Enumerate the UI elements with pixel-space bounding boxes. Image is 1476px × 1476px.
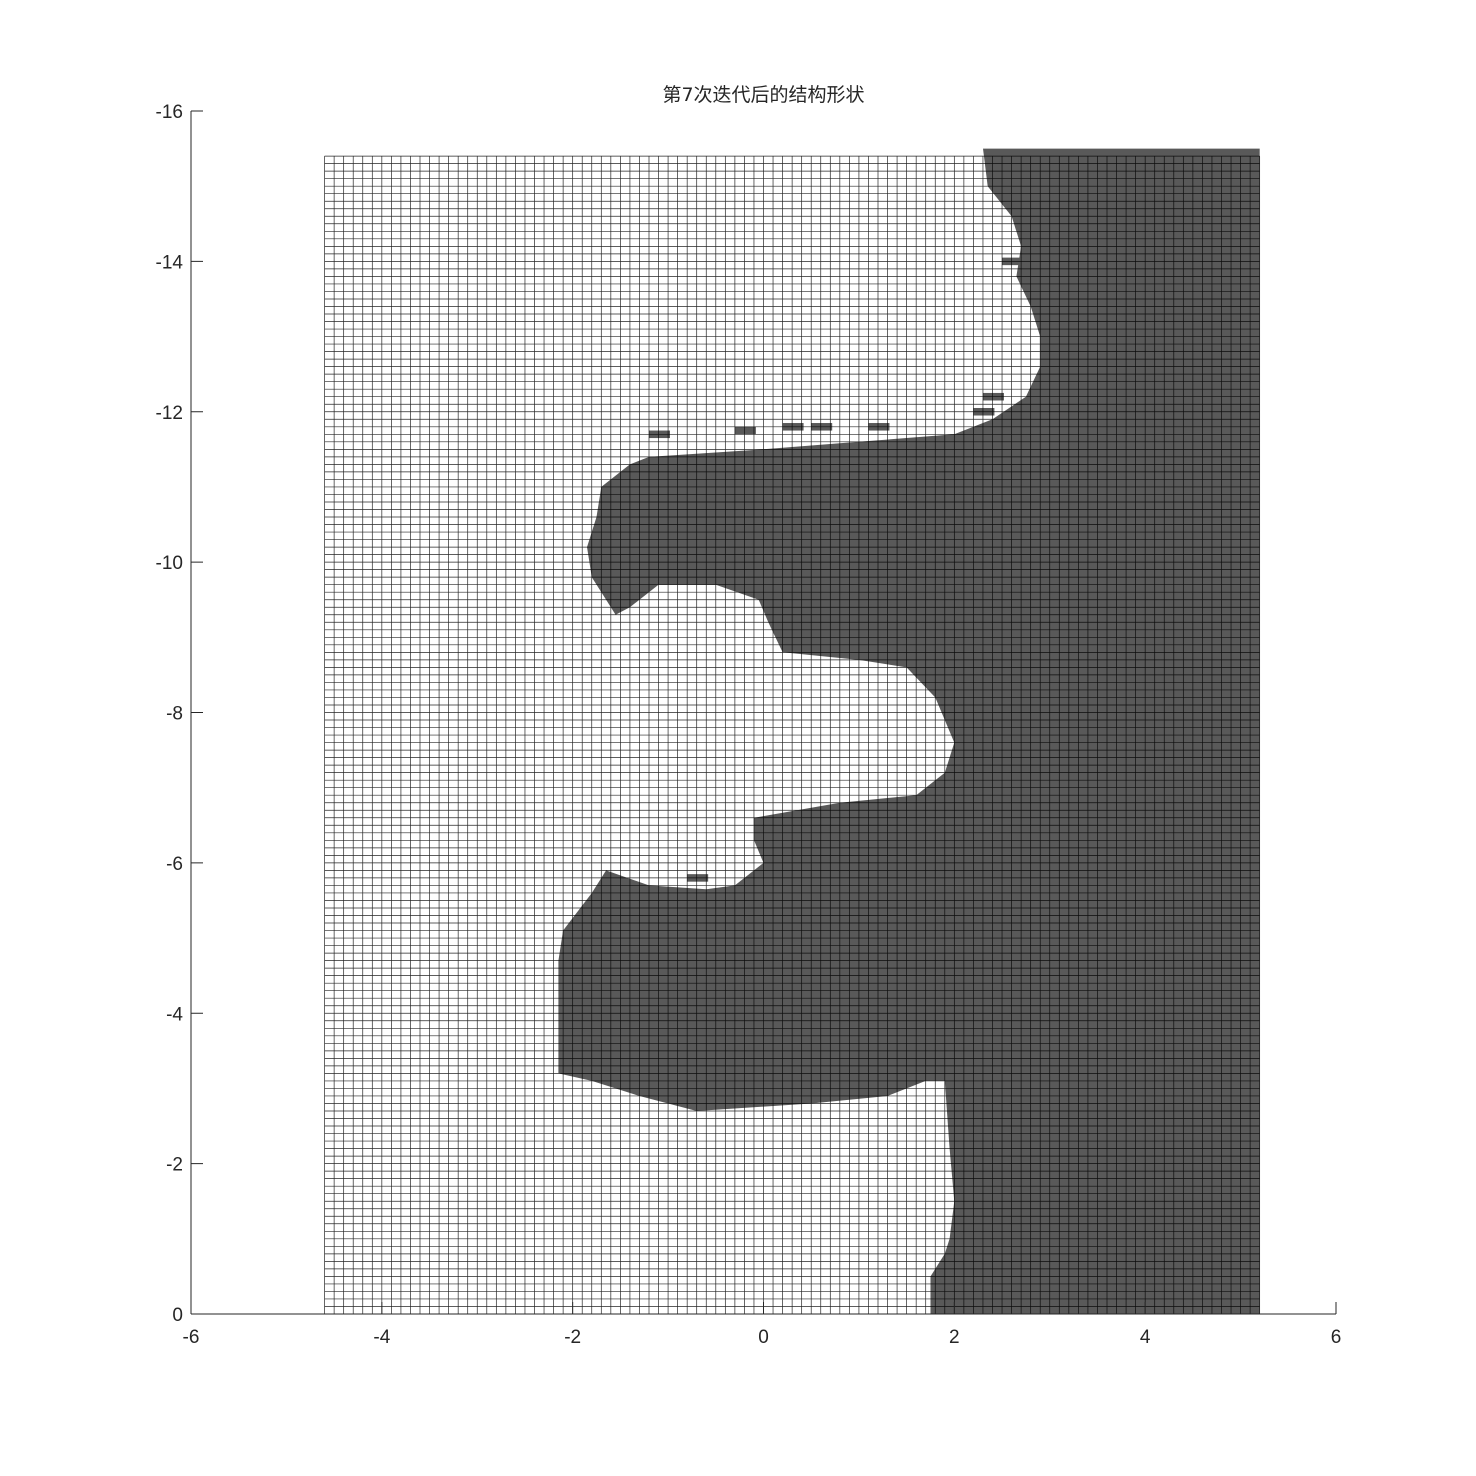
mesh-grid-lines (324, 155, 1261, 1315)
y-tick-label: -6 (166, 854, 183, 875)
chart-title: 第7次迭代后的结构形状 (662, 84, 864, 106)
x-tick-label: 2 (949, 1327, 960, 1348)
y-tick-label: -2 (166, 1155, 183, 1176)
y-tick-label: -8 (166, 704, 183, 725)
y-tick-label: -10 (156, 553, 183, 574)
y-tick-label: 0 (172, 1305, 183, 1326)
solid-island-1 (734, 426, 756, 435)
y-tick-label: -12 (156, 403, 183, 424)
plot-area (324, 148, 1261, 1315)
axes: -6 -4 -2 0 2 4 6 -16 -14 -12 -10 -8 -6 -4 -2 0 (156, 102, 1342, 1348)
x-tick-label: 6 (1331, 1327, 1342, 1348)
y-tick-label: -14 (156, 252, 184, 273)
x-tick-label: -2 (564, 1327, 581, 1348)
x-tick-label: -6 (183, 1327, 200, 1348)
y-tick-label: -16 (156, 102, 183, 123)
x-tick-label: -4 (373, 1327, 390, 1348)
x-tick-label: 4 (1140, 1327, 1151, 1348)
x-tick-label: 0 (758, 1327, 769, 1348)
y-tick-label: -4 (166, 1004, 183, 1025)
solid-material-region (558, 148, 1260, 1315)
